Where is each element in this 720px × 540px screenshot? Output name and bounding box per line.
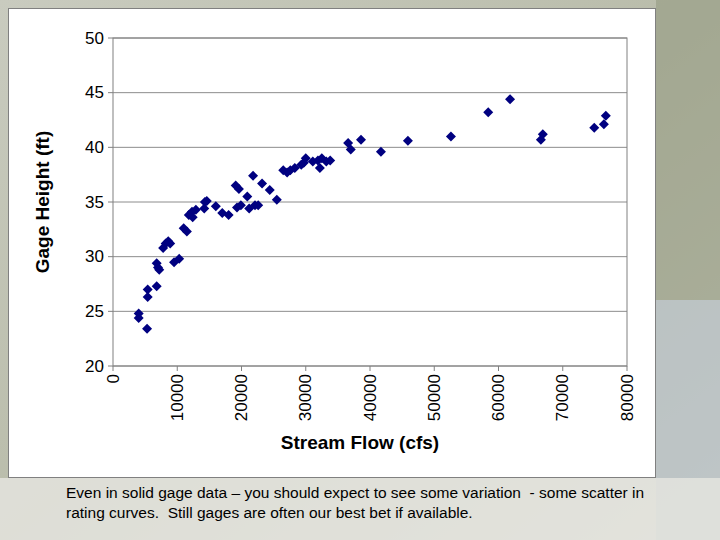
grid-line xyxy=(113,147,627,148)
background xyxy=(0,0,720,540)
y-tick xyxy=(108,38,113,39)
y-tick xyxy=(108,311,113,312)
chart-panel xyxy=(9,9,656,478)
data-point xyxy=(483,107,493,117)
data-point xyxy=(248,171,258,181)
data-point xyxy=(257,178,267,188)
data-point xyxy=(403,136,413,146)
data-point xyxy=(599,119,609,129)
x-tick xyxy=(241,366,242,371)
x-tick-label: 80000 xyxy=(618,374,637,421)
x-tick xyxy=(177,366,178,371)
points xyxy=(134,94,611,334)
caption-ground xyxy=(0,478,720,540)
data-point xyxy=(346,145,356,155)
x-tick xyxy=(498,366,499,371)
data-point xyxy=(242,192,252,202)
y-tick-label: 20 xyxy=(85,357,104,376)
data-point xyxy=(589,123,599,133)
data-point xyxy=(376,147,386,157)
x-tick xyxy=(113,366,114,371)
x-tick-label: 20000 xyxy=(232,374,251,421)
y-tick xyxy=(108,366,113,367)
y-tick xyxy=(108,147,113,148)
x-tick xyxy=(305,366,306,371)
y-axis-title: Gage Height (ft) xyxy=(32,131,53,274)
data-point xyxy=(152,281,162,291)
data-point xyxy=(234,184,244,194)
data-point xyxy=(182,227,192,237)
chart-svg: 20 25 30 35 40 45 50 0 10000 20000 30000 40000 50000… xyxy=(0,0,720,540)
x-tick-label: 10000 xyxy=(168,374,187,421)
data-point xyxy=(143,284,153,294)
x-tick xyxy=(370,366,371,371)
caption: Even in solid gage data – you should exp… xyxy=(66,483,676,523)
data-point xyxy=(191,205,201,215)
x-tick xyxy=(562,366,563,371)
y-tick xyxy=(108,256,113,257)
data-point xyxy=(601,111,611,121)
data-point xyxy=(253,200,263,210)
data-point xyxy=(224,210,234,220)
data-point xyxy=(211,201,221,211)
plot-frame xyxy=(113,38,627,366)
data-point xyxy=(325,155,335,165)
y-tick-label: 35 xyxy=(85,193,104,212)
data-point xyxy=(202,196,212,206)
grid-line xyxy=(113,311,627,312)
x-axis-title: Stream Flow (cfs) xyxy=(281,432,439,453)
y-tick-label: 45 xyxy=(85,83,104,102)
grid-line xyxy=(113,202,627,203)
y-tick-label: 30 xyxy=(85,247,104,266)
data-point xyxy=(154,265,164,275)
y-tick xyxy=(108,202,113,203)
data-point xyxy=(134,313,144,323)
x-tick xyxy=(434,366,435,371)
data-point xyxy=(165,239,175,249)
x-tick-label: 0 xyxy=(104,374,123,383)
x-tick-label: 70000 xyxy=(553,374,572,421)
grid-line xyxy=(113,256,627,257)
x-tick xyxy=(627,366,628,371)
data-point xyxy=(538,129,548,139)
background-foliage xyxy=(656,0,720,300)
x-tick-label: 30000 xyxy=(296,374,315,421)
data-point xyxy=(142,324,152,334)
grid-line xyxy=(113,92,627,93)
y-tick-label: 40 xyxy=(85,138,104,157)
y-tick xyxy=(108,92,113,93)
slide: 20 25 30 35 40 45 50 0 10000 20000 30000 40000 50000… xyxy=(0,0,720,540)
x-tick-label: 40000 xyxy=(361,374,380,421)
y-tick-label: 50 xyxy=(85,29,104,48)
data-point xyxy=(356,135,366,145)
x-tick-label: 60000 xyxy=(489,374,508,421)
data-point xyxy=(505,94,515,104)
x-tick-label: 50000 xyxy=(425,374,444,421)
data-point xyxy=(174,254,184,264)
data-point xyxy=(272,195,282,205)
data-point xyxy=(236,200,246,210)
data-point xyxy=(265,185,275,195)
data-point xyxy=(315,163,325,173)
y-tick-label: 25 xyxy=(85,302,104,321)
data-point xyxy=(446,131,456,141)
